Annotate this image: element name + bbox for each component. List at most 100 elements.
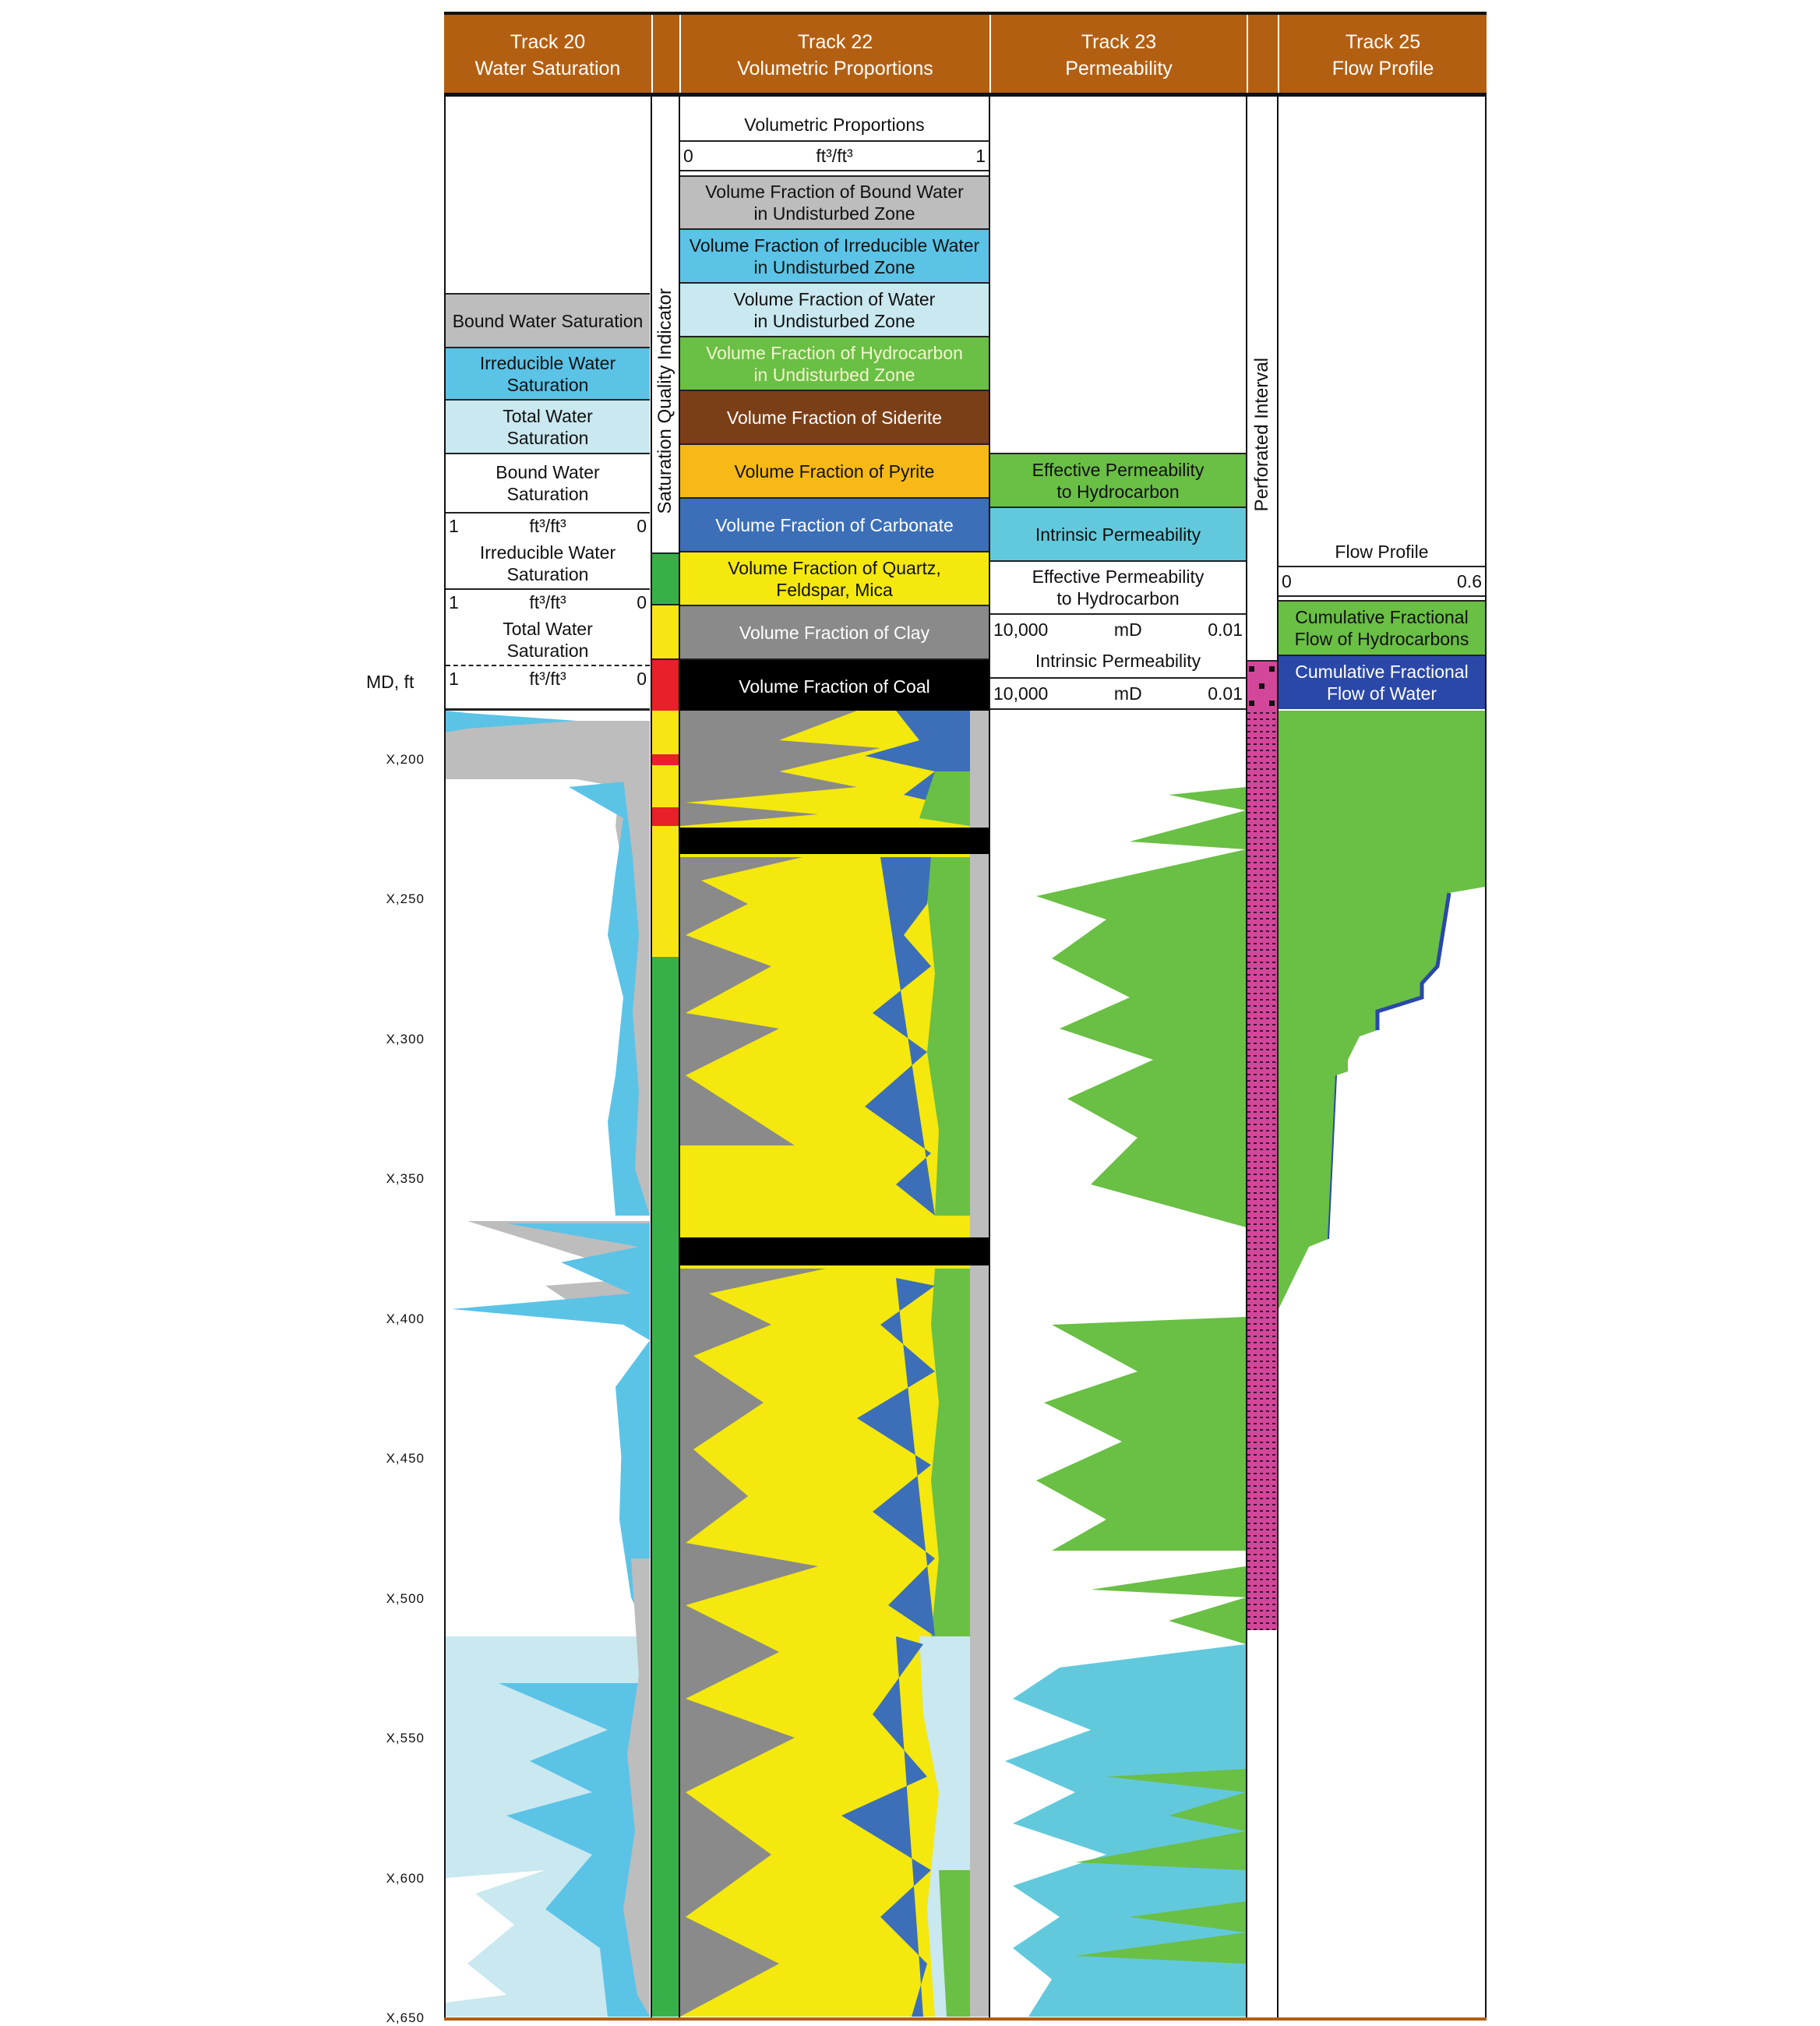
track23-legend: Effective Permeability to Hydrocarbon Int… (990, 453, 1246, 710)
legend-flow-water: Cumulative Fractional Flow of Water (1279, 655, 1485, 709)
scale-unit: ft³/ft³ (529, 515, 566, 536)
scale-min: 1 (449, 591, 459, 612)
scale-min: 0 (683, 145, 693, 166)
scale-min: 1 (449, 515, 459, 536)
track23-header-line2: Permeability (1065, 57, 1173, 79)
scale-unit: mD (1113, 683, 1142, 704)
legend-total-water-fill: Total Water Saturation (446, 399, 650, 453)
track20-legend-bottom (446, 708, 650, 711)
track22-header: Track 22 Volumetric Proportions (679, 15, 989, 95)
legend-label: Volume Fraction of Bound Water (705, 182, 964, 202)
irreducible-water-scale: 1 ft³/ft³ 0 (446, 588, 650, 615)
track20-plot (446, 711, 650, 2017)
track25-header-line2: Flow Profile (1331, 57, 1434, 79)
bottom-border (444, 2017, 1487, 2021)
legend-label: Saturation (506, 564, 589, 584)
legend-flow-hydrocarbons: Cumulative Fractional Flow of Hydrocarbon… (1279, 600, 1485, 655)
legend-label: Effective Permeability (1032, 567, 1205, 587)
legend-clay: Volume Fraction of Clay (680, 605, 989, 658)
scale-max: 0 (637, 515, 647, 536)
legend-irreducible-water-fill: Irreducible Water Saturation (446, 347, 650, 399)
sqi-header (651, 15, 679, 95)
legend-label: in Undisturbed Zone (753, 203, 915, 224)
legend-label: Volume Fraction of Irreducible Water (689, 235, 980, 256)
legend-label: to Hydrocarbon (1056, 588, 1180, 609)
legend-title: Flow Profile (1335, 542, 1429, 562)
depth-tick-label: X,500 (386, 1591, 425, 1606)
track23-plot (1005, 787, 1246, 2017)
legend-label: Saturation (506, 484, 589, 504)
perf-legend-swatch (1247, 660, 1277, 711)
sqi-plot (652, 711, 679, 2017)
depth-tick-label: X,400 (386, 1311, 425, 1326)
effective-perm-scale: 10,000 mD 0.01 (990, 613, 1246, 644)
perf-header (1247, 15, 1278, 95)
track22-plot (680, 711, 989, 2017)
legend-label: Bound Water (496, 462, 600, 482)
legend-label: Volume Fraction of Water (733, 288, 936, 309)
track20-header-line1: Track 20 (510, 30, 586, 53)
depth-tick-label: X,300 (386, 1032, 425, 1047)
legend-label: Intrinsic Permeability (1035, 651, 1201, 671)
legend-water: Volume Fraction of Water in Undisturbed Z… (680, 282, 989, 336)
scale-max: 0.01 (1208, 683, 1243, 704)
sqi-legend-red (652, 658, 679, 711)
legend-label: Volume Fraction of Hydrocarbon (706, 342, 963, 363)
track25-legend: Flow Profile 0 0.6 Cumulative Fractional… (1279, 538, 1485, 709)
legend-irreducible-water: Volume Fraction of Irreducible Water in U… (680, 228, 989, 282)
legend-label: Saturation (506, 641, 589, 661)
legend-label: Flow of Water (1326, 683, 1437, 704)
depth-tick-label: X,550 (386, 1731, 425, 1745)
track23-header: Track 23 Permeability (989, 15, 1247, 95)
scale-min: 0 (1282, 570, 1292, 591)
volumetric-title: Volumetric Proportions (680, 109, 989, 140)
legend-coal: Volume Fraction of Coal (680, 658, 989, 712)
legend-hydrocarbon: Volume Fraction of Hydrocarbon in Undistu… (680, 336, 989, 390)
legend-label: Volume Fraction of Siderite (726, 407, 943, 428)
legend-carbonate: Volume Fraction of Carbonate (680, 497, 989, 551)
track23-header-line1: Track 23 (1081, 30, 1157, 53)
legend-label: Effective Permeability (1032, 459, 1205, 480)
volumetric-scale: 0 ft³/ft³ 1 (680, 140, 989, 171)
scale-unit: ft³/ft³ (529, 668, 566, 689)
curve-irreducible-water-label: Irreducible Water Saturation (446, 538, 650, 588)
intrinsic-perm-scale: 10,000 mD 0.01 (990, 677, 1246, 710)
bound-water-scale: 1 ft³/ft³ 0 (446, 512, 650, 538)
legend-effective-perm-fill: Effective Permeability to Hydrocarbon (990, 453, 1246, 507)
legend-pyrite: Volume Fraction of Pyrite (680, 443, 989, 497)
depth-tick-label: X,250 (386, 891, 425, 906)
curve-intrinsic-perm-label: Intrinsic Permeability (990, 644, 1246, 677)
depth-tick-label: X,450 (386, 1451, 425, 1466)
track25-plot (1279, 711, 1485, 1309)
scale-min: 10,000 (993, 619, 1049, 640)
track20-legend: Bound Water Saturation Irreducible Water… (446, 293, 650, 691)
legend-label: Saturation (506, 427, 589, 448)
scale-min: 1 (449, 668, 459, 689)
scale-max: 0 (637, 668, 647, 689)
legend-label: Cumulative Fractional (1295, 662, 1469, 682)
flow-profile-scale: 0 0.6 (1279, 566, 1485, 597)
scale-unit: ft³/ft³ (816, 145, 853, 166)
sqi-legend-green (652, 552, 679, 604)
legend-siderite: Volume Fraction of Siderite (680, 390, 989, 443)
header-bottom-border (444, 93, 1487, 97)
legend-intrinsic-perm-fill: Intrinsic Permeability (990, 507, 1246, 560)
perf-dots-icon (1249, 666, 1275, 706)
scale-unit: ft³/ft³ (529, 591, 566, 612)
legend-label: Volume Fraction of Coal (739, 676, 930, 697)
legend-label: Total Water (503, 405, 593, 426)
legend-label: Cumulative Fractional (1295, 607, 1469, 627)
curve-effective-perm-label: Effective Permeability to Hydrocarbon (990, 560, 1246, 613)
scale-max: 0.6 (1457, 570, 1482, 591)
depth-tick-label: X,600 (386, 1871, 425, 1886)
legend-title: Volumetric Proportions (744, 115, 925, 135)
legend-label: Flow of Hydrocarbons (1294, 629, 1469, 649)
track22-header-line1: Track 22 (797, 30, 873, 53)
legend-label: Intrinsic Permeability (1035, 524, 1201, 545)
legend-label: Feldspar, Mica (776, 579, 893, 600)
depth-axis-label: MD, ft (366, 672, 414, 692)
legend-label: Irreducible Water (479, 352, 616, 373)
legend-bound-water-fill: Bound Water Saturation (446, 293, 650, 347)
legend-label: Volume Fraction of Quartz, (728, 557, 941, 578)
